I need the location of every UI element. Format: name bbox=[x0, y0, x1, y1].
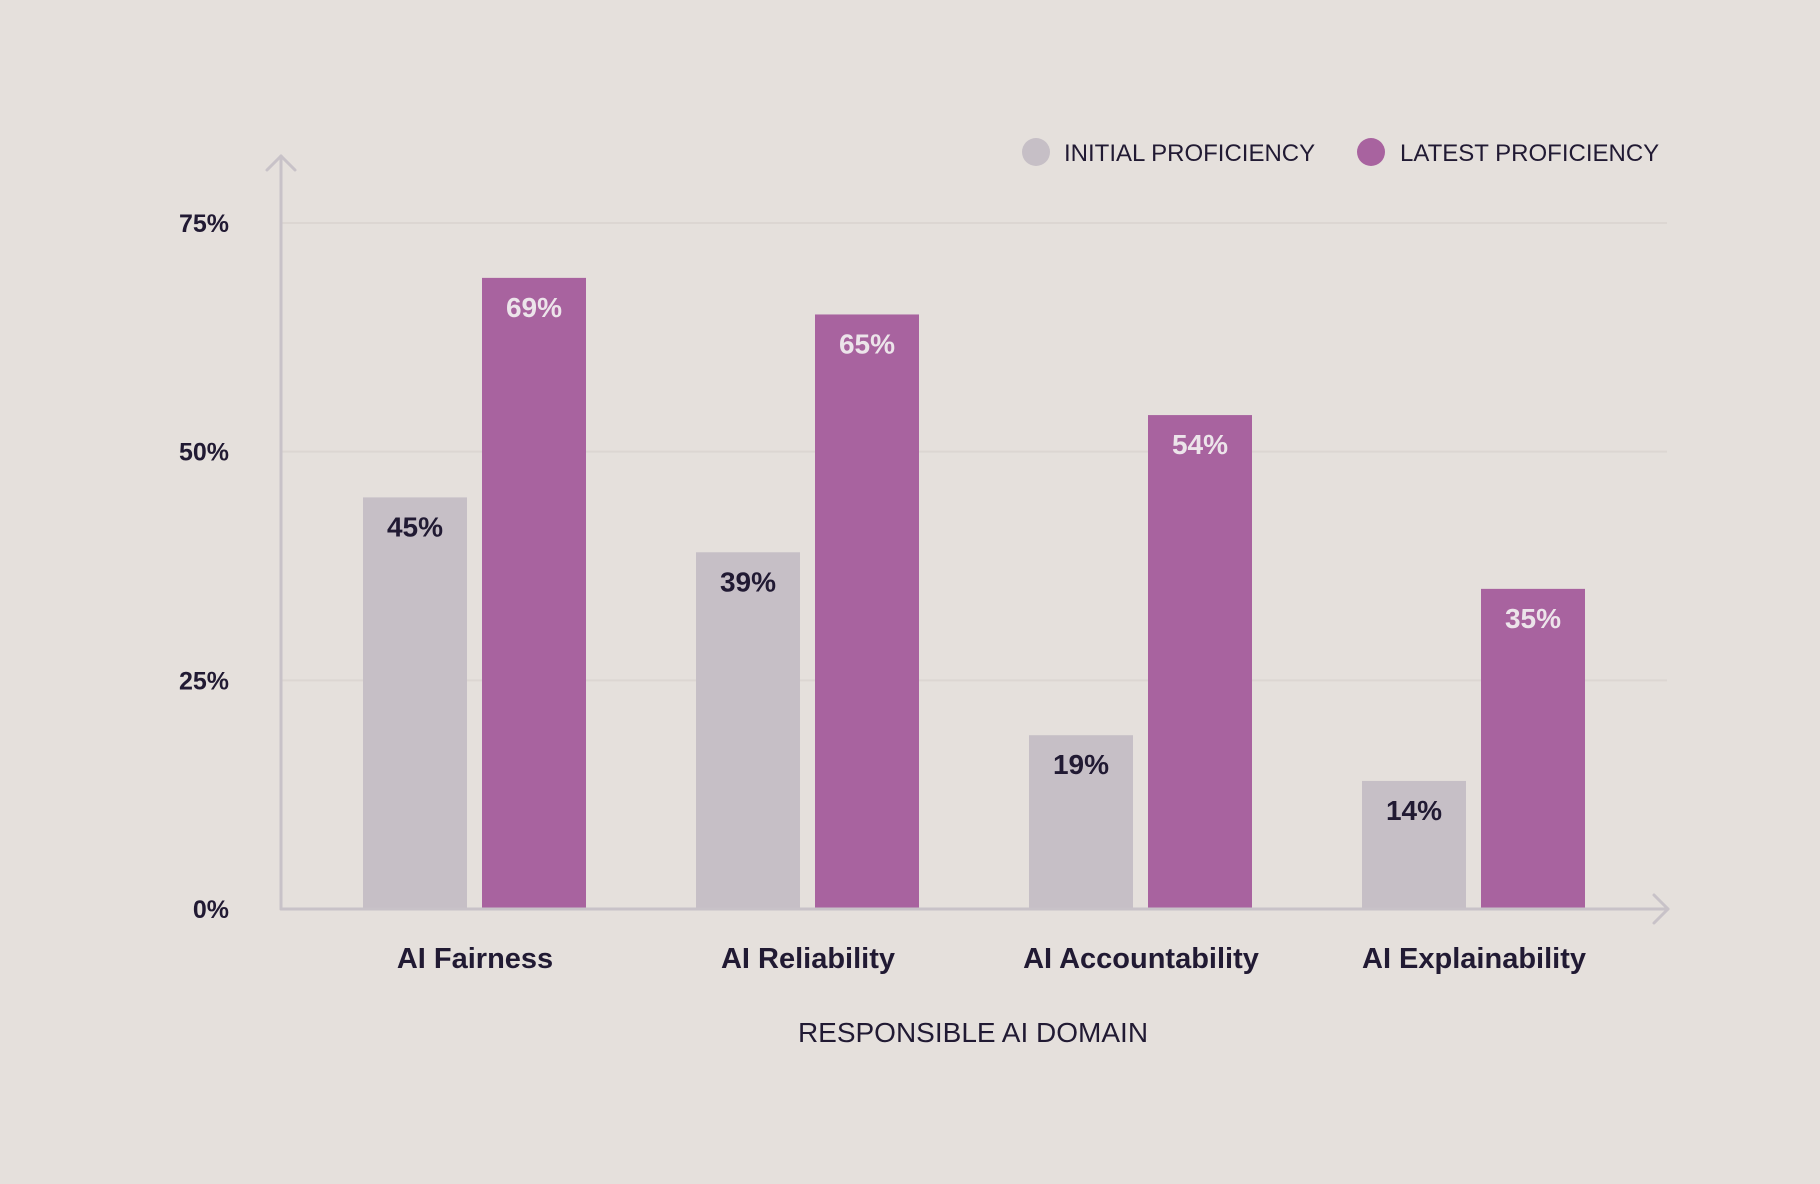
y-tick-label: 25% bbox=[179, 667, 229, 695]
y-tick-label: 75% bbox=[179, 210, 229, 238]
bar-latest bbox=[815, 314, 919, 909]
bar-initial bbox=[696, 552, 800, 909]
x-axis-arrow bbox=[1652, 893, 1670, 925]
y-tick-label: 0% bbox=[193, 896, 229, 924]
legend-label-initial: INITIAL PROFICIENCY bbox=[1064, 140, 1315, 167]
data-label-latest: 65% bbox=[839, 328, 895, 359]
data-label-latest: 54% bbox=[1172, 429, 1228, 460]
category-label: AI Fairness bbox=[397, 943, 553, 975]
data-label-initial: 45% bbox=[387, 511, 443, 542]
data-label-initial: 39% bbox=[720, 566, 776, 597]
x-category-labels: AI Fairness AI Reliability AI Accountabili… bbox=[397, 943, 1586, 975]
bar-latest bbox=[482, 277, 586, 909]
axes bbox=[265, 154, 1670, 925]
bars bbox=[363, 277, 1585, 909]
legend-swatch-initial bbox=[1022, 138, 1050, 166]
legend: INITIAL PROFICIENCY LATEST PROFICIENCY bbox=[1022, 138, 1659, 167]
category-label: AI Reliability bbox=[721, 943, 895, 975]
bar-initial bbox=[1029, 735, 1133, 909]
y-tick-label: 50% bbox=[179, 439, 229, 467]
legend-label-latest: LATEST PROFICIENCY bbox=[1400, 140, 1659, 167]
legend-swatch-latest bbox=[1357, 138, 1385, 166]
y-axis-arrow bbox=[265, 154, 297, 172]
data-label-initial: 19% bbox=[1053, 749, 1109, 780]
data-label-latest: 69% bbox=[506, 292, 562, 323]
category-label: AI Accountability bbox=[1023, 943, 1259, 975]
y-tick-labels: 0% 25% 50% 75% bbox=[179, 210, 229, 924]
x-axis-title: RESPONSIBLE AI DOMAIN bbox=[798, 1017, 1148, 1048]
bar-initial bbox=[1362, 780, 1466, 909]
data-label-latest: 35% bbox=[1505, 603, 1561, 634]
bar-latest bbox=[1148, 415, 1252, 909]
data-label-initial: 14% bbox=[1386, 795, 1442, 826]
bar-initial bbox=[363, 497, 467, 909]
bar-latest bbox=[1481, 588, 1585, 909]
category-label: AI Explainability bbox=[1362, 943, 1586, 975]
data-labels: 45% 69% 39% 65% 19% 54% 14% 35% bbox=[387, 292, 1561, 826]
